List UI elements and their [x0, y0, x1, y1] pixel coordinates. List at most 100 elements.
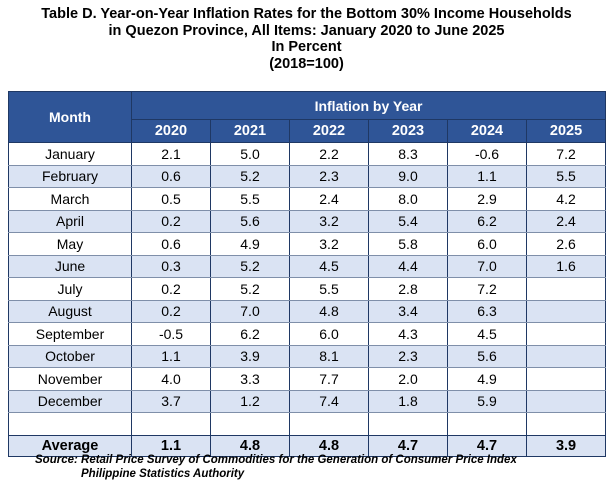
- value-cell: 8.0: [368, 187, 448, 211]
- value-cell: 2.4: [525, 210, 607, 233]
- empty-cell: [447, 412, 527, 436]
- value-cell: 7.4: [289, 390, 369, 413]
- year-header: 2024: [447, 119, 527, 143]
- value-cell: [525, 390, 607, 413]
- average-value: 4.8: [289, 435, 369, 457]
- table-title: Table D. Year-on-Year Inflation Rates fo…: [0, 6, 613, 72]
- value-cell: 0.2: [131, 277, 211, 301]
- value-cell: 1.1: [447, 165, 527, 188]
- value-cell: 6.0: [289, 322, 369, 346]
- value-cell: [525, 367, 607, 391]
- title-line-4: (2018=100): [269, 55, 344, 72]
- value-cell: 7.0: [210, 300, 290, 323]
- empty-cell: [210, 412, 290, 436]
- value-cell: 6.2: [447, 210, 527, 233]
- value-cell: [525, 345, 607, 368]
- value-cell: 0.6: [131, 165, 211, 188]
- month-cell: September: [8, 322, 132, 346]
- value-cell: 2.8: [368, 277, 448, 301]
- table-row: February 0.6 5.2 2.3 9.0 1.1 5.5: [8, 165, 607, 188]
- value-cell: 8.3: [368, 142, 448, 166]
- average-value: 1.1: [131, 435, 211, 457]
- table-row: December 3.7 1.2 7.4 1.8 5.9: [8, 390, 607, 413]
- value-cell: 2.9: [447, 187, 527, 211]
- value-cell: 6.0: [447, 232, 527, 256]
- month-cell: March: [8, 187, 132, 211]
- month-cell: November: [8, 367, 132, 391]
- table-row: October 1.1 3.9 8.1 2.3 5.6: [8, 345, 607, 368]
- value-cell: 5.5: [210, 187, 290, 211]
- year-header: 2023: [368, 119, 448, 143]
- month-cell: October: [8, 345, 132, 368]
- table-row: August 0.2 7.0 4.8 3.4 6.3: [8, 300, 607, 323]
- value-cell: 2.1: [131, 142, 211, 166]
- value-cell: 5.5: [525, 165, 607, 188]
- value-cell: 7.2: [447, 277, 527, 301]
- value-cell: 5.2: [210, 255, 290, 278]
- value-cell: 1.2: [210, 390, 290, 413]
- value-cell: 4.0: [131, 367, 211, 391]
- value-cell: 1.8: [368, 390, 448, 413]
- value-cell: 0.2: [131, 300, 211, 323]
- empty-cell: [368, 412, 448, 436]
- average-label: Average: [8, 435, 132, 457]
- value-cell: 3.2: [289, 210, 369, 233]
- value-cell: 1.6: [525, 255, 607, 278]
- empty-cell: [8, 412, 132, 436]
- month-cell: January: [8, 142, 132, 166]
- inflation-by-year-header: Inflation by Year: [130, 91, 607, 120]
- value-cell: 2.3: [289, 165, 369, 188]
- value-cell: 2.3: [368, 345, 448, 368]
- value-cell: -0.6: [447, 142, 527, 166]
- value-cell: 4.9: [210, 232, 290, 256]
- value-cell: 3.2: [289, 232, 369, 256]
- table-row: September -0.5 6.2 6.0 4.3 4.5: [8, 322, 607, 346]
- empty-cell: [525, 412, 607, 436]
- value-cell: 2.0: [368, 367, 448, 391]
- month-cell: August: [8, 300, 132, 323]
- source-line-2: Philippine Statistics Authority: [81, 467, 245, 480]
- value-cell: 9.0: [368, 165, 448, 188]
- table-row: March 0.5 5.5 2.4 8.0 2.9 4.2: [8, 187, 607, 211]
- source-note: Source: Retail Price Survey of Commoditi…: [35, 454, 517, 481]
- value-cell: 7.2: [525, 142, 607, 166]
- month-header: Month: [8, 91, 132, 143]
- title-line-1: Table D. Year-on-Year Inflation Rates fo…: [41, 6, 572, 22]
- value-cell: 8.1: [289, 345, 369, 368]
- empty-cell: [289, 412, 369, 436]
- table-row: July 0.2 5.2 5.5 2.8 7.2: [8, 277, 607, 301]
- average-value: 4.7: [447, 435, 527, 457]
- value-cell: 7.7: [289, 367, 369, 391]
- average-value: 3.9: [525, 435, 607, 457]
- table-row: April 0.2 5.6 3.2 5.4 6.2 2.4: [8, 210, 607, 233]
- value-cell: 3.3: [210, 367, 290, 391]
- month-cell: July: [8, 277, 132, 301]
- month-cell: December: [8, 390, 132, 413]
- value-cell: [525, 300, 607, 323]
- source-line-1: Source: Retail Price Survey of Commoditi…: [35, 454, 517, 466]
- value-cell: 5.2: [210, 277, 290, 301]
- value-cell: 4.5: [447, 322, 527, 346]
- title-line-2: in Quezon Province, All Items: January 2…: [108, 22, 505, 39]
- value-cell: 2.6: [525, 232, 607, 256]
- value-cell: 4.5: [289, 255, 369, 278]
- empty-cell: [131, 412, 211, 436]
- value-cell: 5.9: [447, 390, 527, 413]
- value-cell: [525, 322, 607, 346]
- year-header: 2020: [131, 119, 211, 143]
- month-cell: June: [8, 255, 132, 278]
- value-cell: 4.4: [368, 255, 448, 278]
- value-cell: 7.0: [447, 255, 527, 278]
- value-cell: 5.6: [447, 345, 527, 368]
- inflation-table: Month Inflation by Year 2020 2021 2022 2023…: [8, 91, 607, 457]
- value-cell: 0.6: [131, 232, 211, 256]
- month-cell: April: [8, 210, 132, 233]
- value-cell: 5.5: [289, 277, 369, 301]
- value-cell: 3.4: [368, 300, 448, 323]
- table-row: May 0.6 4.9 3.2 5.8 6.0 2.6: [8, 232, 607, 256]
- value-cell: 4.2: [525, 187, 607, 211]
- year-header: 2022: [289, 119, 369, 143]
- value-cell: 5.8: [368, 232, 448, 256]
- value-cell: 0.3: [131, 255, 211, 278]
- value-cell: 5.4: [368, 210, 448, 233]
